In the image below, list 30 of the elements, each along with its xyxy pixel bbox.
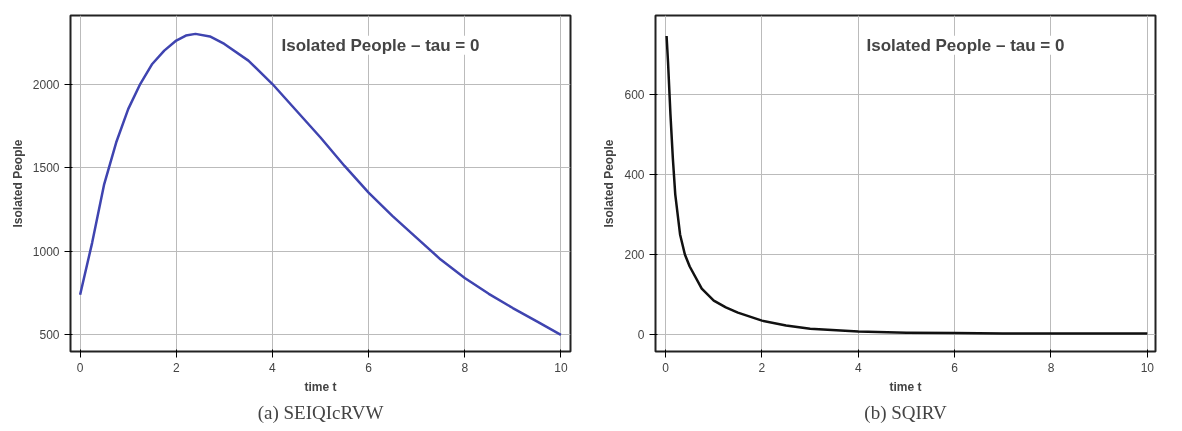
y-axis-title: Isolated People: [602, 139, 617, 228]
text: Isolated People – tau = 0: [281, 35, 480, 55]
x-tick-label: 2: [172, 360, 180, 375]
x-tick-label: 2: [758, 360, 766, 375]
text: (b) SQIRV: [864, 401, 947, 424]
x-tick-label: 8: [1047, 360, 1055, 375]
text: Isolated People – tau = 0: [866, 35, 1065, 55]
y-tick-label: 400: [624, 167, 645, 182]
y-tick-label: 600: [624, 87, 645, 102]
x-tick-label: 8: [461, 360, 469, 375]
x-tick-label: 10: [1140, 360, 1155, 375]
y-tick-label: 500: [39, 328, 60, 343]
x-tick-label: 0: [662, 360, 670, 375]
x-tick-label: 10: [554, 360, 568, 375]
y-axis-title: Isolated People: [10, 139, 25, 228]
y-tick-label: 0: [637, 328, 645, 343]
x-tick-label: 4: [269, 360, 277, 375]
x-tick-label: 4: [854, 360, 862, 375]
text: (a) SEIQIcRVW: [257, 401, 384, 424]
y-tick-label: 2000: [32, 77, 60, 92]
y-tick-label: 1500: [32, 161, 60, 176]
line-series: [78, 32, 563, 337]
x-tick-label: 6: [365, 360, 373, 375]
line-series: [665, 34, 1149, 335]
x-axis-title: time t: [889, 379, 922, 394]
x-axis-title: time t: [304, 379, 337, 394]
x-tick-label: 0: [76, 360, 84, 375]
x-tick-label: 6: [951, 360, 959, 375]
y-tick-label: 1000: [32, 244, 60, 259]
y-tick-label: 200: [624, 247, 645, 262]
